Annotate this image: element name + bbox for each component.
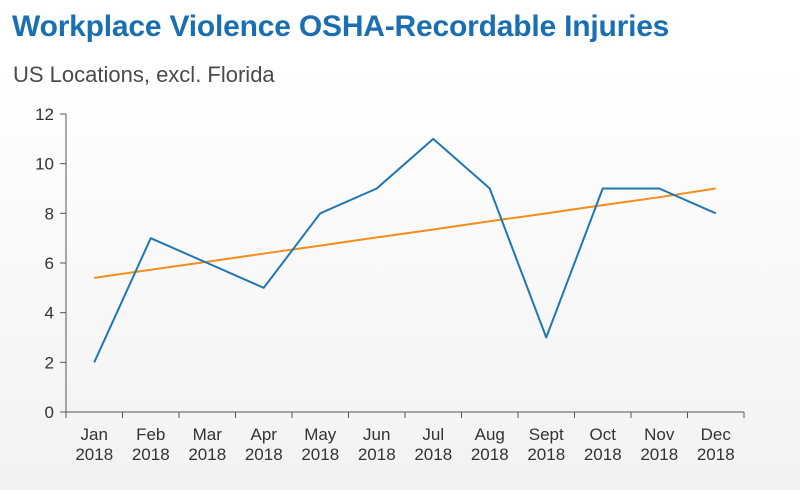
chart-subtitle: US Locations, excl. Florida <box>13 62 275 87</box>
y-tick-label: 0 <box>45 403 54 422</box>
x-tick-label-year: 2018 <box>527 445 565 464</box>
y-tick-label: 6 <box>45 254 54 273</box>
x-tick-label-year: 2018 <box>358 445 396 464</box>
x-tick-label-year: 2018 <box>188 445 226 464</box>
x-tick-label-month: Jun <box>363 425 390 444</box>
x-tick-label-month: May <box>304 425 337 444</box>
chart-title: Workplace Violence OSHA-Recordable Injur… <box>12 10 670 43</box>
x-tick-label-year: 2018 <box>301 445 339 464</box>
y-tick-label: 12 <box>35 105 54 124</box>
x-tick-label-month: Jul <box>422 425 444 444</box>
x-tick-label-month: Dec <box>701 425 732 444</box>
x-tick-label-month: Sept <box>529 425 564 444</box>
x-tick-label-month: Apr <box>251 425 278 444</box>
x-tick-label-month: Aug <box>475 425 505 444</box>
x-tick-label-year: 2018 <box>245 445 283 464</box>
y-tick-label: 4 <box>45 304 54 323</box>
x-tick-label-month: Mar <box>193 425 223 444</box>
x-tick-label-month: Oct <box>590 425 617 444</box>
x-tick-label-year: 2018 <box>414 445 452 464</box>
x-tick-label-year: 2018 <box>640 445 678 464</box>
x-tick-label-year: 2018 <box>132 445 170 464</box>
x-tick-label-month: Jan <box>81 425 108 444</box>
x-tick-label-year: 2018 <box>75 445 113 464</box>
series-line-injuries <box>93 137 717 363</box>
x-tick-label-year: 2018 <box>584 445 622 464</box>
x-tick-label-month: Nov <box>644 425 675 444</box>
x-tick-label-month: Feb <box>136 425 165 444</box>
y-tick-label: 10 <box>35 155 54 174</box>
x-tick-label-year: 2018 <box>471 445 509 464</box>
y-tick-label: 2 <box>45 353 54 372</box>
y-tick-label: 8 <box>45 204 54 223</box>
x-tick-label-year: 2018 <box>697 445 735 464</box>
series-line-trend <box>94 187 716 279</box>
